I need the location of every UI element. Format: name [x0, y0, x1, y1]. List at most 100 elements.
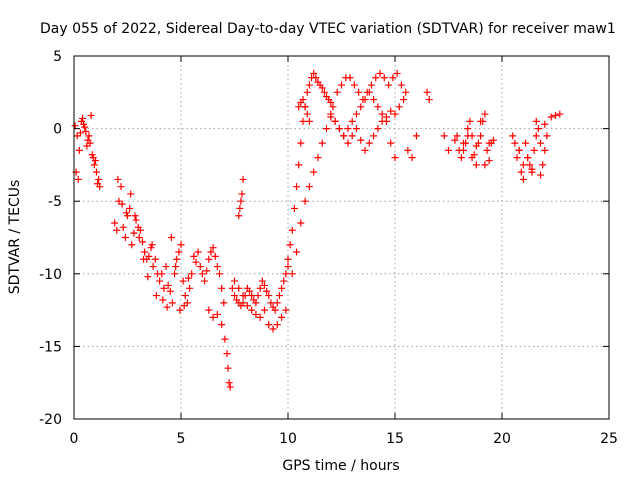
- data-point: [522, 139, 530, 147]
- data-point: [376, 69, 384, 77]
- data-point: [207, 248, 215, 256]
- data-point: [477, 117, 485, 125]
- data-point: [91, 157, 99, 165]
- data-point: [265, 292, 273, 300]
- data-point: [425, 96, 433, 104]
- data-point: [172, 263, 180, 271]
- data-point: [378, 110, 386, 118]
- data-point: [485, 139, 493, 147]
- data-point: [235, 212, 243, 220]
- data-point: [228, 284, 236, 292]
- data-point: [76, 129, 84, 137]
- data-point: [273, 299, 281, 307]
- data-point: [278, 284, 286, 292]
- data-point: [151, 255, 159, 263]
- x-axis-title: GPS time / hours: [282, 458, 399, 474]
- data-point: [176, 306, 184, 314]
- data-point: [235, 284, 243, 292]
- data-point: [245, 287, 253, 295]
- data-point: [370, 132, 378, 140]
- data-point: [541, 120, 549, 128]
- data-point: [543, 132, 551, 140]
- data-point: [225, 379, 233, 387]
- data-point: [402, 88, 410, 96]
- data-point: [397, 81, 405, 89]
- data-point: [301, 197, 309, 205]
- data-point: [344, 139, 352, 147]
- data-point: [75, 146, 83, 154]
- data-point: [177, 241, 185, 249]
- data-point: [265, 321, 273, 329]
- data-point: [389, 74, 397, 82]
- y-tick-label: -10: [39, 267, 62, 283]
- data-point: [464, 132, 472, 140]
- data-point: [472, 161, 480, 169]
- data-point: [380, 74, 388, 82]
- data-point: [273, 321, 281, 329]
- data-point: [301, 103, 309, 111]
- data-point: [372, 74, 380, 82]
- y-tick-label: -20: [39, 412, 62, 428]
- data-point: [489, 136, 497, 144]
- data-point: [541, 146, 549, 154]
- data-point: [361, 96, 369, 104]
- data-point: [338, 81, 345, 89]
- plot-frame: [73, 55, 610, 420]
- data-point: [481, 161, 489, 169]
- data-point: [515, 146, 523, 154]
- data-point: [135, 234, 143, 241]
- data-point: [352, 125, 360, 133]
- x-tick-label: 20: [493, 431, 511, 447]
- data-point: [87, 112, 95, 120]
- data-point: [528, 165, 536, 173]
- data-point: [331, 117, 339, 125]
- data-point: [243, 302, 251, 310]
- data-point: [530, 146, 538, 154]
- data-point: [252, 299, 260, 307]
- data-point: [92, 168, 100, 176]
- data-point: [468, 154, 476, 162]
- data-point: [171, 270, 179, 278]
- data-point: [175, 248, 183, 256]
- data-point: [382, 117, 390, 125]
- data-point: [127, 190, 135, 198]
- data-point: [258, 277, 266, 285]
- data-point: [511, 139, 519, 147]
- data-point: [267, 299, 275, 307]
- data-point: [391, 154, 399, 162]
- data-point: [82, 128, 90, 136]
- data-point: [196, 263, 204, 271]
- data-point: [303, 88, 311, 96]
- data-point: [252, 310, 260, 318]
- data-point: [297, 139, 305, 147]
- data-point: [188, 270, 196, 278]
- data-point: [111, 219, 119, 227]
- grid-lines: [74, 56, 609, 419]
- data-point: [149, 263, 157, 271]
- data-point: [519, 175, 527, 183]
- data-point: [119, 223, 127, 231]
- data-point: [239, 292, 247, 300]
- data-point: [201, 277, 209, 285]
- data-point: [192, 258, 200, 266]
- data-point: [278, 313, 286, 321]
- data-point: [226, 383, 234, 391]
- data-point: [90, 161, 98, 169]
- data-point: [466, 117, 474, 125]
- data-point: [348, 117, 356, 125]
- data-point: [329, 103, 337, 111]
- data-point: [237, 197, 245, 205]
- data-point: [81, 123, 89, 131]
- x-tick-label: 10: [279, 431, 297, 447]
- data-point: [269, 325, 277, 333]
- data-point: [333, 88, 341, 96]
- data-point: [365, 88, 373, 96]
- x-tick-labels: 0 5 10 15 20 25: [70, 431, 618, 447]
- data-point: [118, 200, 126, 208]
- data-point: [477, 132, 485, 140]
- data-point: [162, 263, 170, 271]
- data-point: [288, 270, 296, 278]
- data-point: [357, 136, 365, 144]
- data-point: [156, 277, 164, 285]
- data-point: [547, 113, 555, 121]
